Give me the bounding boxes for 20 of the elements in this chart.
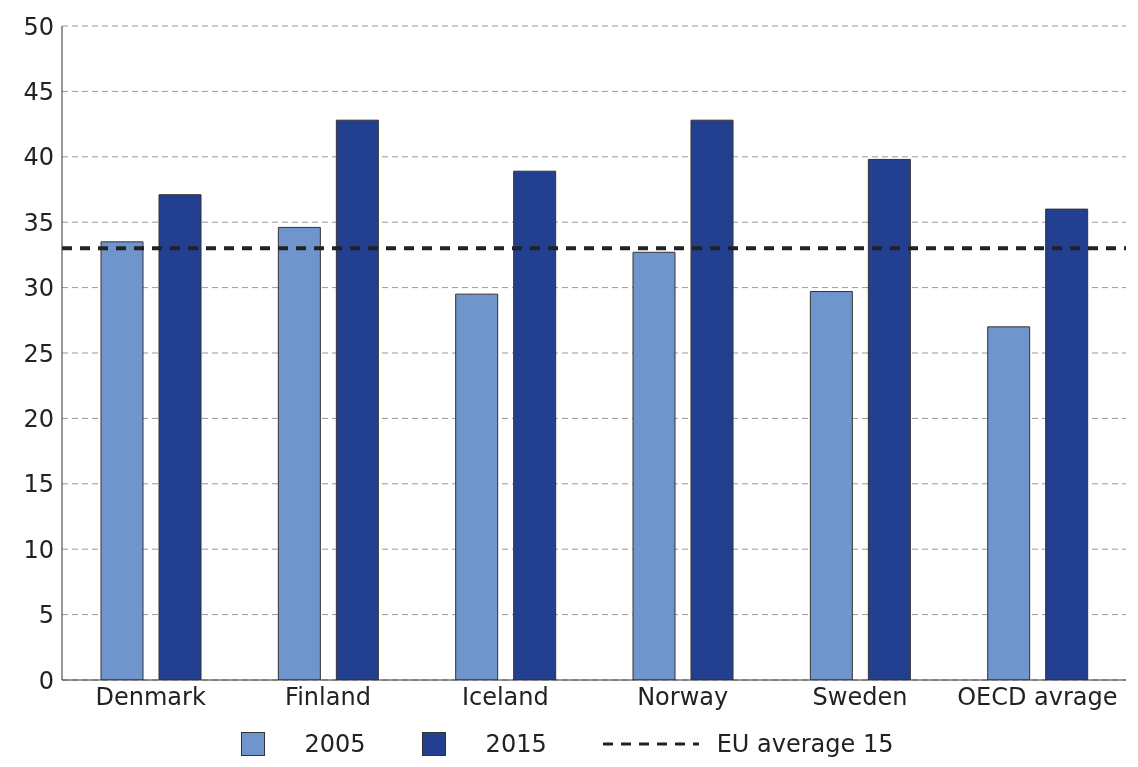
y-tick-label: 15 [23, 470, 54, 499]
y-tick-label: 20 [23, 404, 54, 433]
legend-label: EU average 15 [716, 730, 894, 758]
x-tick-label: Iceland [461, 683, 549, 712]
y-tick-label: 45 [23, 77, 54, 106]
x-tick-label: Norway [637, 683, 729, 712]
y-tick-label: 35 [23, 208, 54, 237]
x-tick-label: Finland [285, 683, 371, 712]
y-tick-label: 25 [23, 339, 54, 368]
y-tick-label: 0 [38, 666, 54, 695]
y-tick-label: 30 [23, 274, 54, 303]
y-tick-label: 10 [23, 535, 54, 564]
y-tick-label: 40 [23, 143, 54, 172]
x-tick-label: OECD avrage [957, 683, 1118, 712]
legend-label: 2005 [304, 730, 366, 758]
legend-label: 2015 [485, 730, 547, 758]
y-tick-label: 50 [23, 12, 54, 41]
y-tick-label: 5 [38, 601, 54, 630]
x-tick-label: Sweden [812, 683, 908, 712]
x-tick-label: Denmark [95, 683, 206, 712]
